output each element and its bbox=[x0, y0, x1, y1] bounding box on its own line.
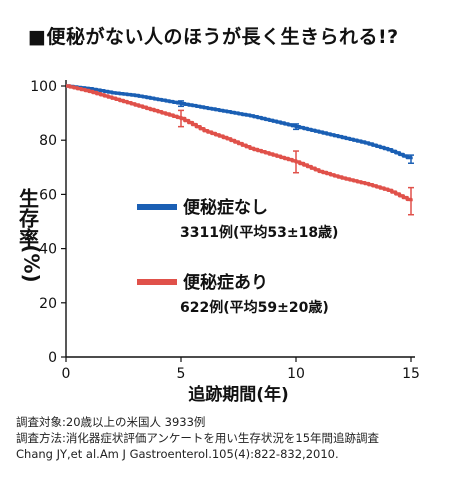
x-tick-label: 15 bbox=[402, 366, 420, 382]
legend-subtitle-2: 622例(平均59±20歳) bbox=[180, 299, 329, 316]
y-tick-label: 0 bbox=[48, 350, 57, 366]
y-tick-label: 60 bbox=[39, 187, 57, 203]
x-tick-label: 0 bbox=[62, 366, 71, 382]
x-axis-title: 追跡期間(年) bbox=[188, 384, 289, 405]
y-axis-label: 生存率 (%) bbox=[12, 188, 44, 283]
legend-label-2: 便秘症あり bbox=[183, 272, 268, 293]
x-tick-label: 5 bbox=[177, 366, 186, 382]
y-axis-label-main: 生存率 bbox=[15, 188, 40, 248]
legend-subtitle-1: 3311例(平均53±18歳) bbox=[180, 224, 338, 241]
series-line-2 bbox=[66, 84, 413, 202]
footnote-subjects: 調査対象:20歳以上の米国人 3933例 bbox=[16, 415, 206, 429]
footnotes: 調査対象:20歳以上の米国人 3933例 調査方法:消化器症状評価アンケートを用… bbox=[16, 414, 379, 462]
footnote-citation: Chang JY,et al.Am J Gastroenterol.105(4)… bbox=[16, 447, 339, 461]
y-tick-label: 20 bbox=[39, 296, 57, 312]
legend-label-1: 便秘症なし bbox=[183, 197, 268, 218]
footnote-method: 調査方法:消化器症状評価アンケートを用い生存状況を15年間追跡調査 bbox=[16, 431, 380, 445]
x-tick-label: 10 bbox=[287, 366, 305, 382]
y-tick-label: 40 bbox=[39, 242, 57, 258]
chart-title: ■便秘がない人のほうが長く生きられる!? bbox=[28, 26, 399, 48]
series-line-1 bbox=[66, 84, 413, 160]
y-tick-label: 80 bbox=[39, 133, 57, 149]
y-tick-label: 100 bbox=[30, 79, 57, 95]
